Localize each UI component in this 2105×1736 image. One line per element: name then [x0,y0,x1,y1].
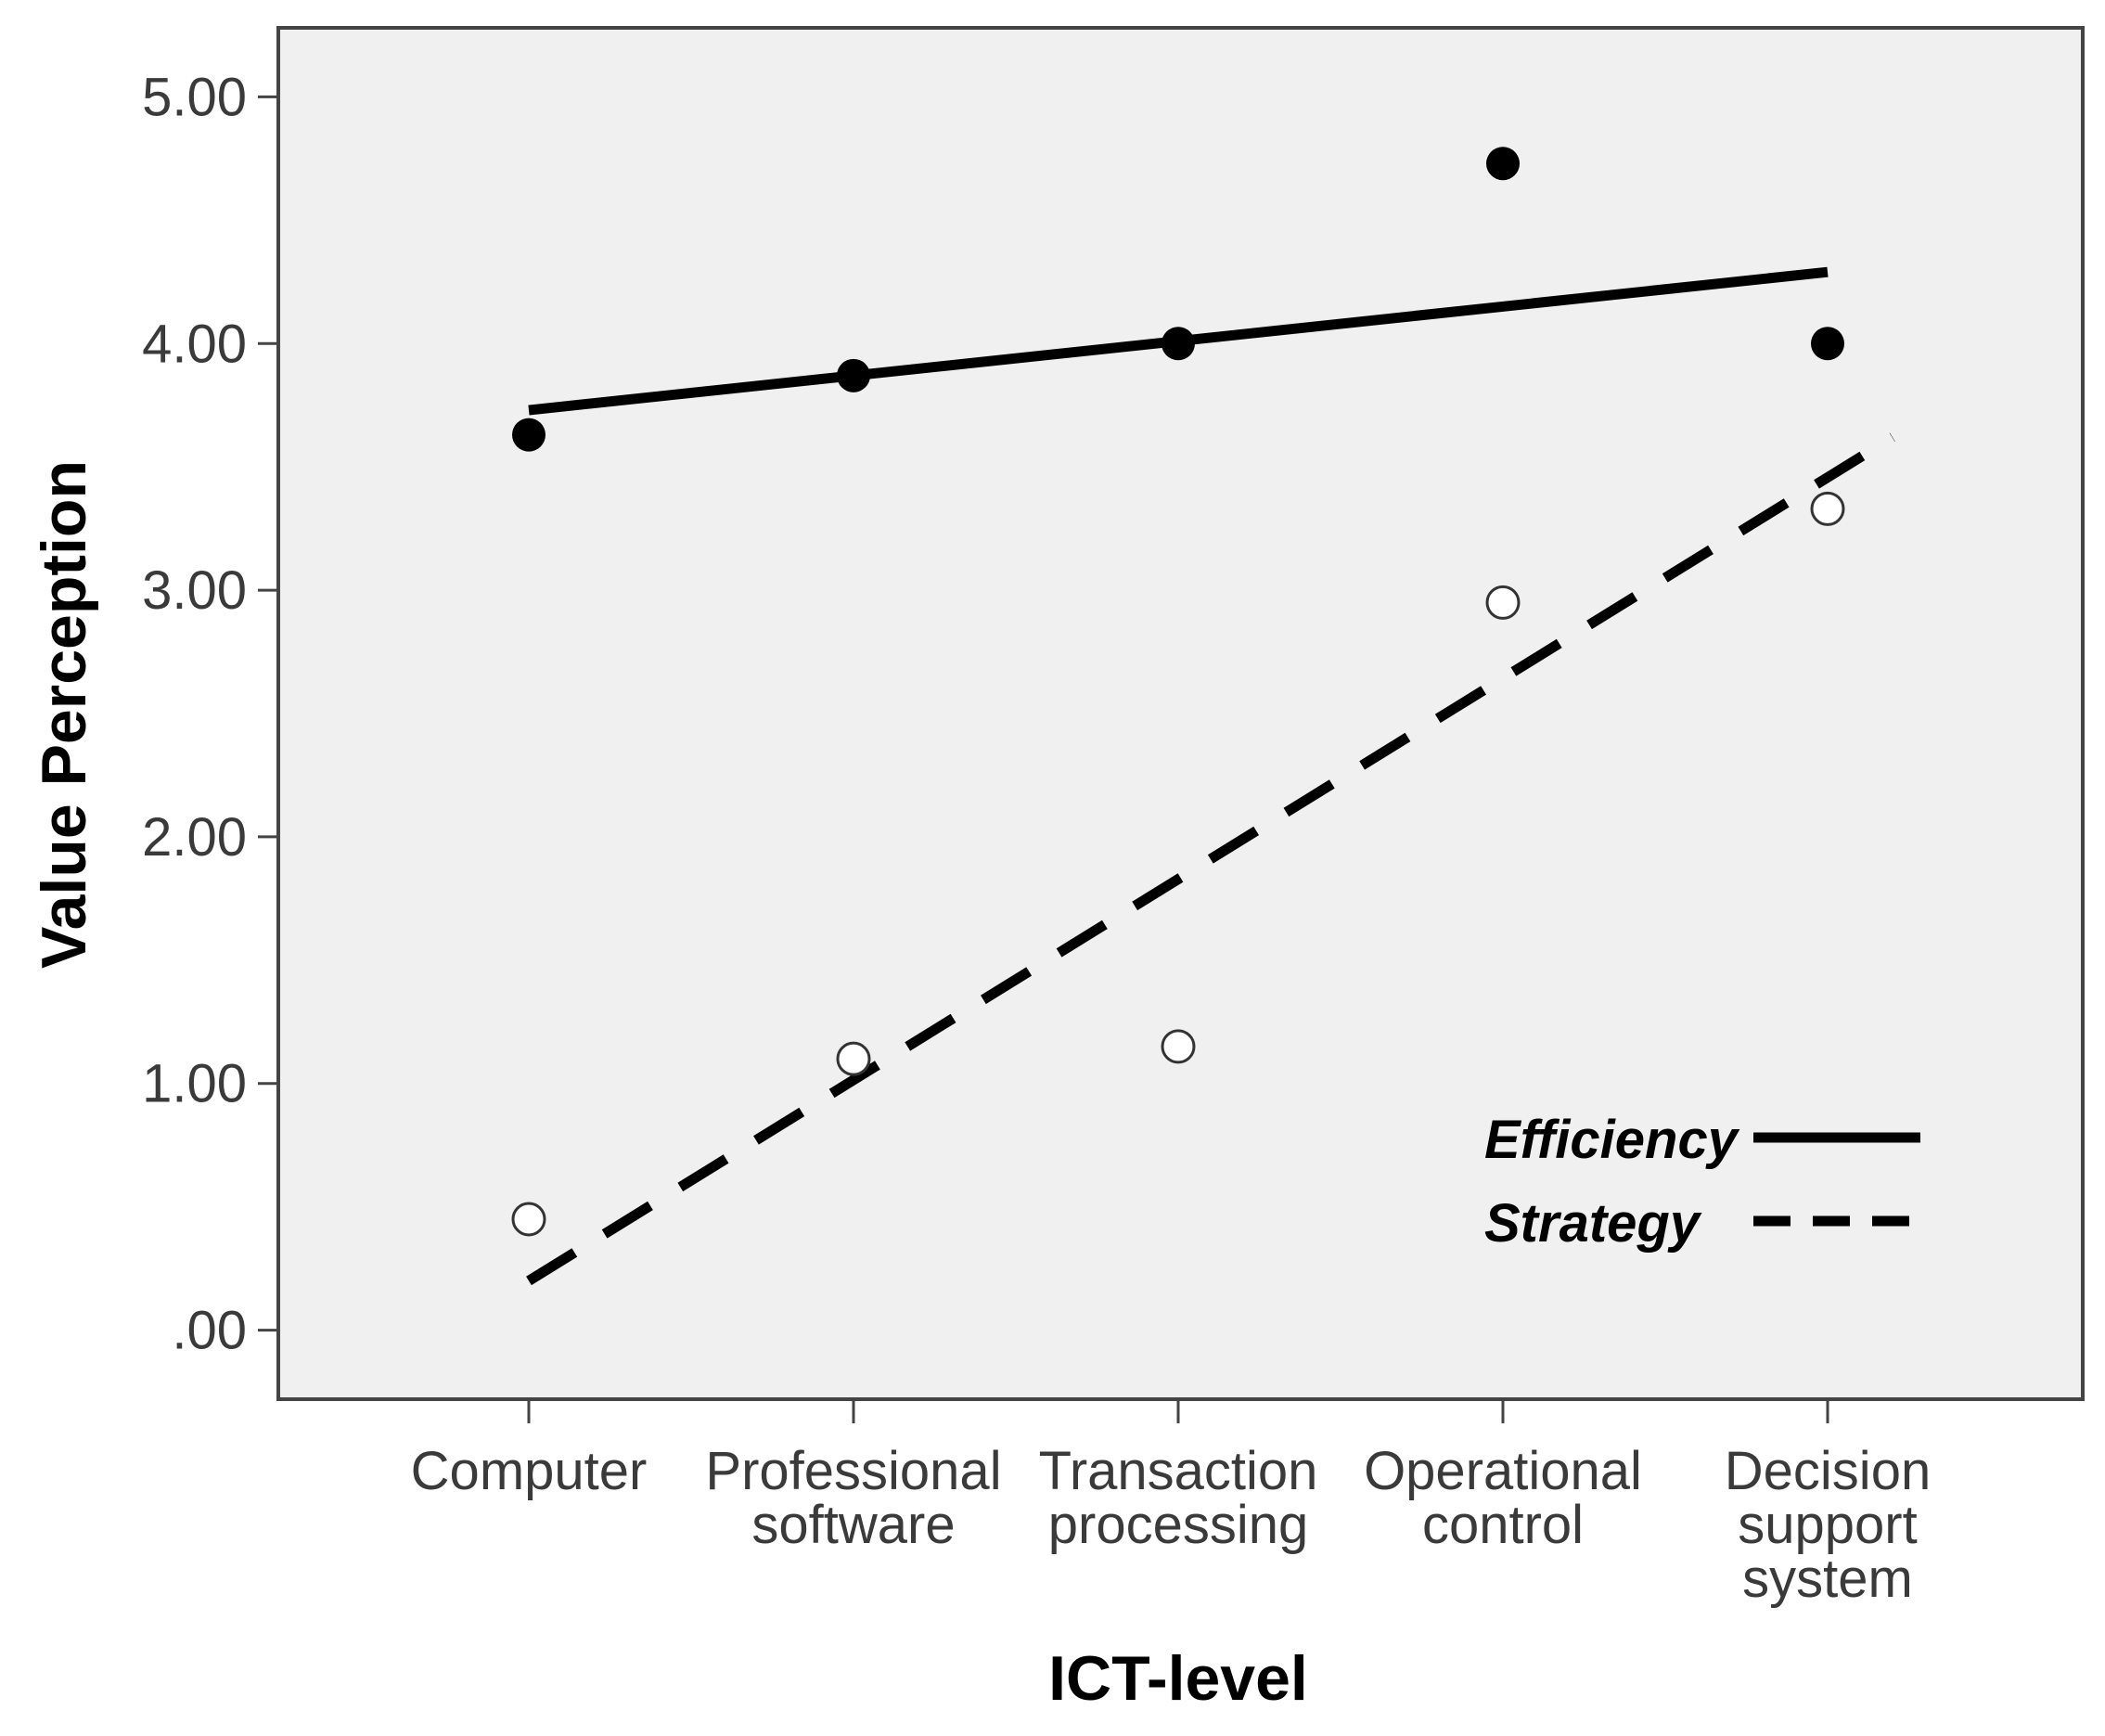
x-tick-label: control [1422,1495,1584,1555]
efficiency-point [1486,147,1520,181]
strategy-fit-line [526,432,1895,1286]
x-tick-label: Transaction [1039,1441,1318,1501]
strategy-point [1485,585,1521,620]
x-tick-label: Computer [411,1441,648,1501]
y-tick-label: 5.00 [142,67,247,127]
y-tick-label: 4.00 [142,314,247,374]
x-tick-label: support [1738,1495,1917,1555]
plot-area [276,26,2085,1401]
x-tick-label: Operational [1364,1441,1642,1501]
y-tick-label: 3.00 [142,560,247,621]
x-tick-label: Professional [705,1441,1001,1501]
legend: Efficiency Strategy [1484,1110,1920,1254]
y-axis-title: Value Perception [29,460,99,969]
strategy-point [1161,1029,1196,1064]
efficiency-point [1162,327,1195,361]
x-tick-label: processing [1048,1495,1308,1555]
x-axis-title: ICT-level [1048,1643,1308,1714]
legend-label-efficiency: Efficiency [1484,1110,1740,1170]
x-tick-label: Decision [1725,1441,1931,1501]
y-tick-label: 1.00 [142,1054,247,1114]
strategy-point [836,1041,871,1076]
x-tick-label: system [1742,1549,1913,1609]
y-tick-label: 2.00 [142,807,247,868]
y-tick-label: .00 [172,1301,247,1361]
efficiency-point [512,418,546,452]
data-points [511,147,1845,1237]
efficiency-point [1811,327,1844,361]
efficiency-point [837,358,870,392]
legend-label-strategy: Strategy [1484,1193,1702,1254]
strategy-point [1810,491,1845,526]
strategy-point [511,1202,546,1237]
y-axis: .00 1.00 2.00 3.00 4.00 5.00 [142,67,278,1361]
x-tick-label: software [751,1495,955,1555]
